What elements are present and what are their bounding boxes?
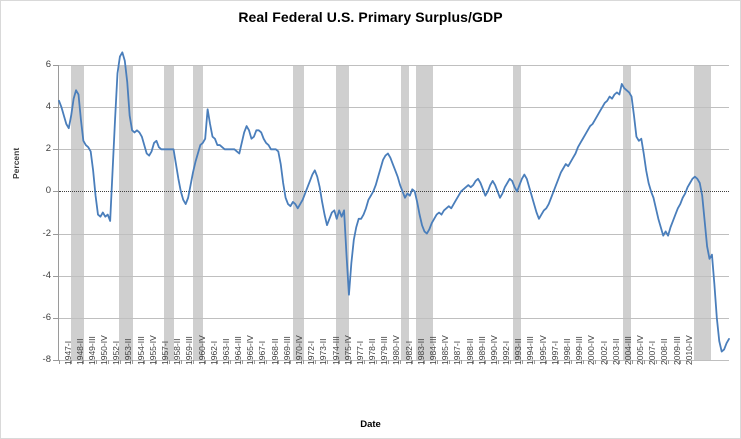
x-tick-mark [339, 360, 341, 364]
y-tick-label: 0 [45, 185, 51, 197]
x-tick-mark [71, 360, 73, 364]
y-axis-line [58, 65, 59, 361]
x-tick-mark [314, 360, 316, 364]
x-tick-mark [193, 360, 194, 364]
x-tick-mark [278, 360, 280, 364]
x-tick-mark [582, 360, 584, 364]
x-tick-mark [497, 360, 499, 364]
y-tick-mark [53, 360, 59, 361]
x-tick-mark [229, 360, 231, 364]
y-tick-mark [53, 149, 59, 151]
y-axis-title: Percent [11, 147, 21, 179]
x-tick-mark [119, 360, 121, 364]
y-tick-label: -8 [42, 354, 51, 365]
recession-band [513, 65, 522, 360]
y-tick-label: -2 [42, 227, 51, 239]
x-tick-mark [205, 360, 207, 364]
recession-band [416, 65, 433, 360]
recession-band [71, 65, 84, 360]
recession-band [164, 65, 174, 360]
x-tick-mark [619, 360, 621, 364]
x-tick-mark [558, 360, 560, 364]
x-tick-mark [521, 360, 523, 364]
y-tick-label: 6 [45, 59, 51, 70]
x-tick-mark [375, 360, 377, 364]
x-tick-mark [107, 360, 109, 364]
series-line [58, 51, 730, 353]
x-tick-label: 2010-IV [683, 335, 694, 365]
x-tick-mark [680, 360, 682, 364]
gridline [59, 360, 729, 361]
x-tick-mark [180, 360, 182, 364]
y-tick-mark [53, 107, 59, 109]
y-tick-mark [53, 275, 59, 277]
x-tick-mark [144, 360, 146, 364]
x-tick-mark [607, 360, 609, 364]
x-tick-mark [570, 360, 572, 364]
x-tick-mark [351, 360, 353, 364]
x-tick-mark [509, 360, 511, 364]
chart-title: Real Federal U.S. Primary Surplus/GDP [238, 9, 503, 25]
x-tick-mark [266, 360, 268, 364]
x-tick-mark [95, 360, 97, 364]
x-tick-mark [643, 360, 645, 364]
x-tick-mark [253, 360, 255, 364]
recession-band [623, 65, 632, 360]
x-tick-mark [290, 360, 292, 364]
x-tick-mark [436, 360, 438, 364]
x-tick-mark [327, 360, 328, 364]
x-tick-mark [241, 360, 243, 364]
x-tick-mark [217, 360, 219, 364]
gridline [59, 65, 729, 66]
x-tick-mark [473, 360, 475, 364]
x-tick-mark [302, 360, 304, 364]
x-tick-mark [485, 360, 487, 364]
y-tick-label: -4 [42, 269, 51, 281]
x-tick-mark [595, 360, 596, 364]
x-tick-mark [387, 360, 389, 364]
recession-band [400, 65, 409, 360]
y-tick-label: 2 [45, 143, 51, 155]
x-tick-mark [461, 360, 462, 364]
x-tick-mark [424, 360, 426, 364]
y-tick-label: -6 [42, 311, 51, 323]
recession-band [119, 65, 134, 360]
x-tick-mark [668, 360, 670, 364]
recession-band [193, 65, 204, 360]
x-tick-mark [631, 360, 633, 364]
gridline [59, 275, 729, 277]
y-axis-labels: 6 4 2 0 -2 -4 -6 -8 [1, 1, 59, 438]
y-tick-mark [53, 191, 59, 193]
x-tick-mark [412, 360, 414, 364]
x-tick-mark [83, 360, 85, 364]
x-tick-mark [59, 360, 60, 364]
x-tick-mark [655, 360, 657, 364]
gridline [59, 233, 729, 235]
recession-band [694, 65, 711, 360]
x-tick-mark [448, 360, 450, 364]
x-tick-mark [546, 360, 548, 364]
plot-area [58, 51, 730, 361]
gridline [59, 107, 729, 109]
y-tick-label: 4 [45, 101, 51, 113]
recession-band [292, 65, 305, 360]
x-tick-mark [400, 360, 402, 364]
y-tick-mark [53, 317, 59, 319]
x-axis-title: Date [360, 419, 381, 430]
x-tick-mark [156, 360, 158, 364]
y-tick-mark [53, 233, 59, 235]
x-tick-mark [534, 360, 536, 364]
x-tick-mark [132, 360, 134, 364]
gridline [59, 317, 729, 319]
y-tick-mark [53, 65, 59, 66]
x-tick-mark [168, 360, 170, 364]
gridline [59, 149, 729, 151]
zero-line [59, 191, 729, 193]
x-tick-mark [363, 360, 365, 364]
